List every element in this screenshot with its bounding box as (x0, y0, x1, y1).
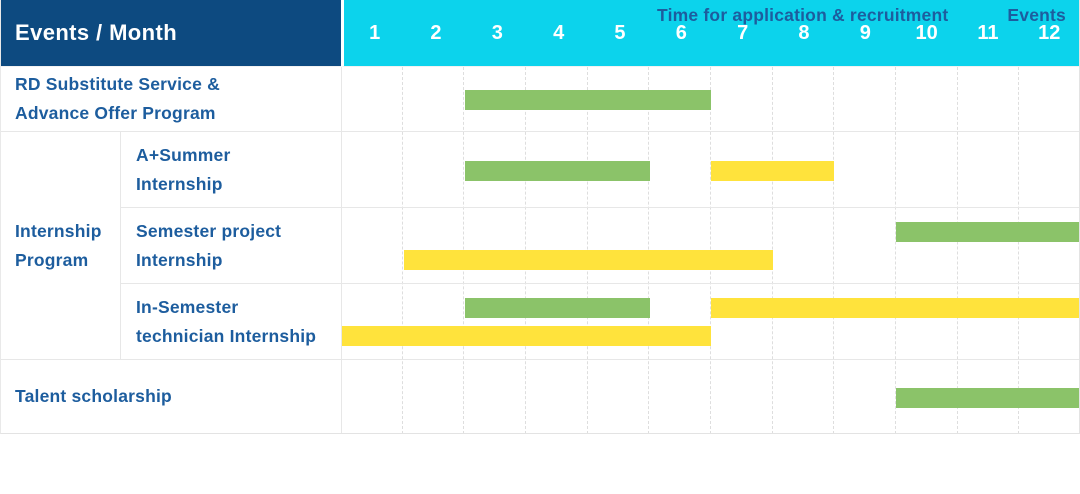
month-header-row: 1 2 3 4 5 6 7 8 9 10 11 12 (341, 0, 1080, 67)
month-gridline-column (773, 67, 835, 434)
group-label-internship-program: Internship Program (0, 132, 120, 360)
event-bar (403, 249, 773, 270)
bars-container (342, 132, 1080, 207)
month-label: 1 (369, 21, 381, 44)
month-label: 11 (977, 21, 999, 44)
row-label-in-semester-technician-internship: In-Semester technician Internship (120, 284, 341, 360)
event-color-swatch (974, 4, 996, 26)
row-label-a-summer-internship: A+Summer Internship (120, 132, 341, 208)
bars-container (342, 284, 1080, 359)
bars-container (342, 208, 1080, 283)
month-label: 8 (798, 21, 810, 44)
events-month-schedule-table: Events / Month 1 2 3 4 5 6 7 8 9 10 11 12 RD Substi… (0, 0, 1080, 434)
event-bar (711, 297, 1080, 318)
application-recruitment-bar (895, 387, 1080, 408)
bars-container (342, 360, 1080, 433)
row-timeline-a-summer-internship (341, 132, 1080, 208)
row-timeline-semester-project-internship (341, 208, 1080, 284)
legend-label-events: Events (1007, 4, 1066, 25)
month-label: 4 (553, 21, 565, 44)
month-label: 10 (915, 21, 938, 44)
month-label: 9 (859, 21, 871, 44)
legend-item-events: Events (974, 4, 1066, 26)
month-label: 7 (737, 21, 749, 44)
event-bar (711, 160, 834, 181)
bars-container (342, 67, 1080, 131)
events-month-header-cell: Events / Month (0, 0, 341, 67)
month-label: 5 (614, 21, 626, 44)
month-label: 6 (675, 21, 687, 44)
row-timeline-rd-substitute (341, 67, 1080, 132)
application-recruitment-bar (465, 160, 650, 181)
application-color-swatch (624, 4, 646, 26)
month-label: 2 (430, 21, 442, 44)
event-bar (342, 325, 711, 346)
row-label-semester-project-internship: Semester project Internship (120, 208, 341, 284)
row-timeline-talent-scholarship (341, 360, 1080, 434)
legend-label-application: Time for application & recruitment (657, 4, 949, 25)
row-timeline-in-semester-technician-internship (341, 284, 1080, 360)
row-label-talent-scholarship: Talent scholarship (0, 360, 341, 434)
legend: Time for application & recruitment Event… (0, 0, 1066, 30)
month-label: 3 (491, 21, 503, 44)
application-recruitment-bar (465, 297, 650, 318)
month-gridline-column (896, 67, 958, 434)
month-gridline-column (834, 67, 897, 434)
legend-item-application: Time for application & recruitment (624, 4, 948, 26)
month-gridline-column (958, 67, 1020, 434)
application-recruitment-bar (465, 90, 711, 110)
table-title: Events / Month (15, 20, 178, 45)
application-recruitment-bar (895, 221, 1080, 242)
month-gridline-column (341, 67, 403, 434)
month-label: 12 (1038, 21, 1061, 44)
row-label-rd-substitute: RD Substitute Service & Advance Offer Pr… (0, 67, 341, 132)
